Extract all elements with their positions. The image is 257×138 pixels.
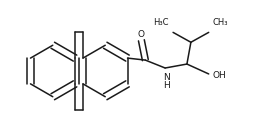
Text: OH: OH (213, 71, 226, 80)
Text: N: N (163, 73, 170, 82)
Text: H: H (163, 81, 170, 90)
Text: H₃C: H₃C (154, 18, 169, 27)
Text: O: O (138, 30, 145, 39)
Text: CH₃: CH₃ (213, 18, 228, 27)
